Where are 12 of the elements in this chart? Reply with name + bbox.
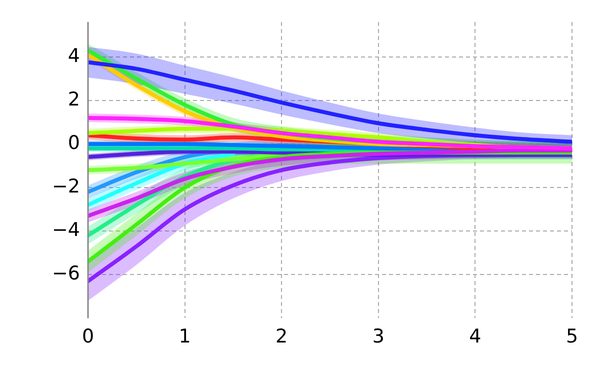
x-tick-label: 5 xyxy=(566,326,578,348)
x-tick-label: 2 xyxy=(276,326,288,348)
x-tick-label: 3 xyxy=(372,326,384,348)
y-tick-label: −4 xyxy=(52,219,80,242)
y-tick-label: −6 xyxy=(52,262,80,285)
x-tick-label: 1 xyxy=(178,326,191,348)
y-tick-label: 0 xyxy=(68,132,80,154)
y-tick-label: −2 xyxy=(52,175,80,198)
x-tick-label: 4 xyxy=(469,326,482,348)
y-tick-label: 4 xyxy=(68,44,80,67)
x-tick-label: 0 xyxy=(82,326,94,348)
y-tick-label: 2 xyxy=(68,88,80,110)
